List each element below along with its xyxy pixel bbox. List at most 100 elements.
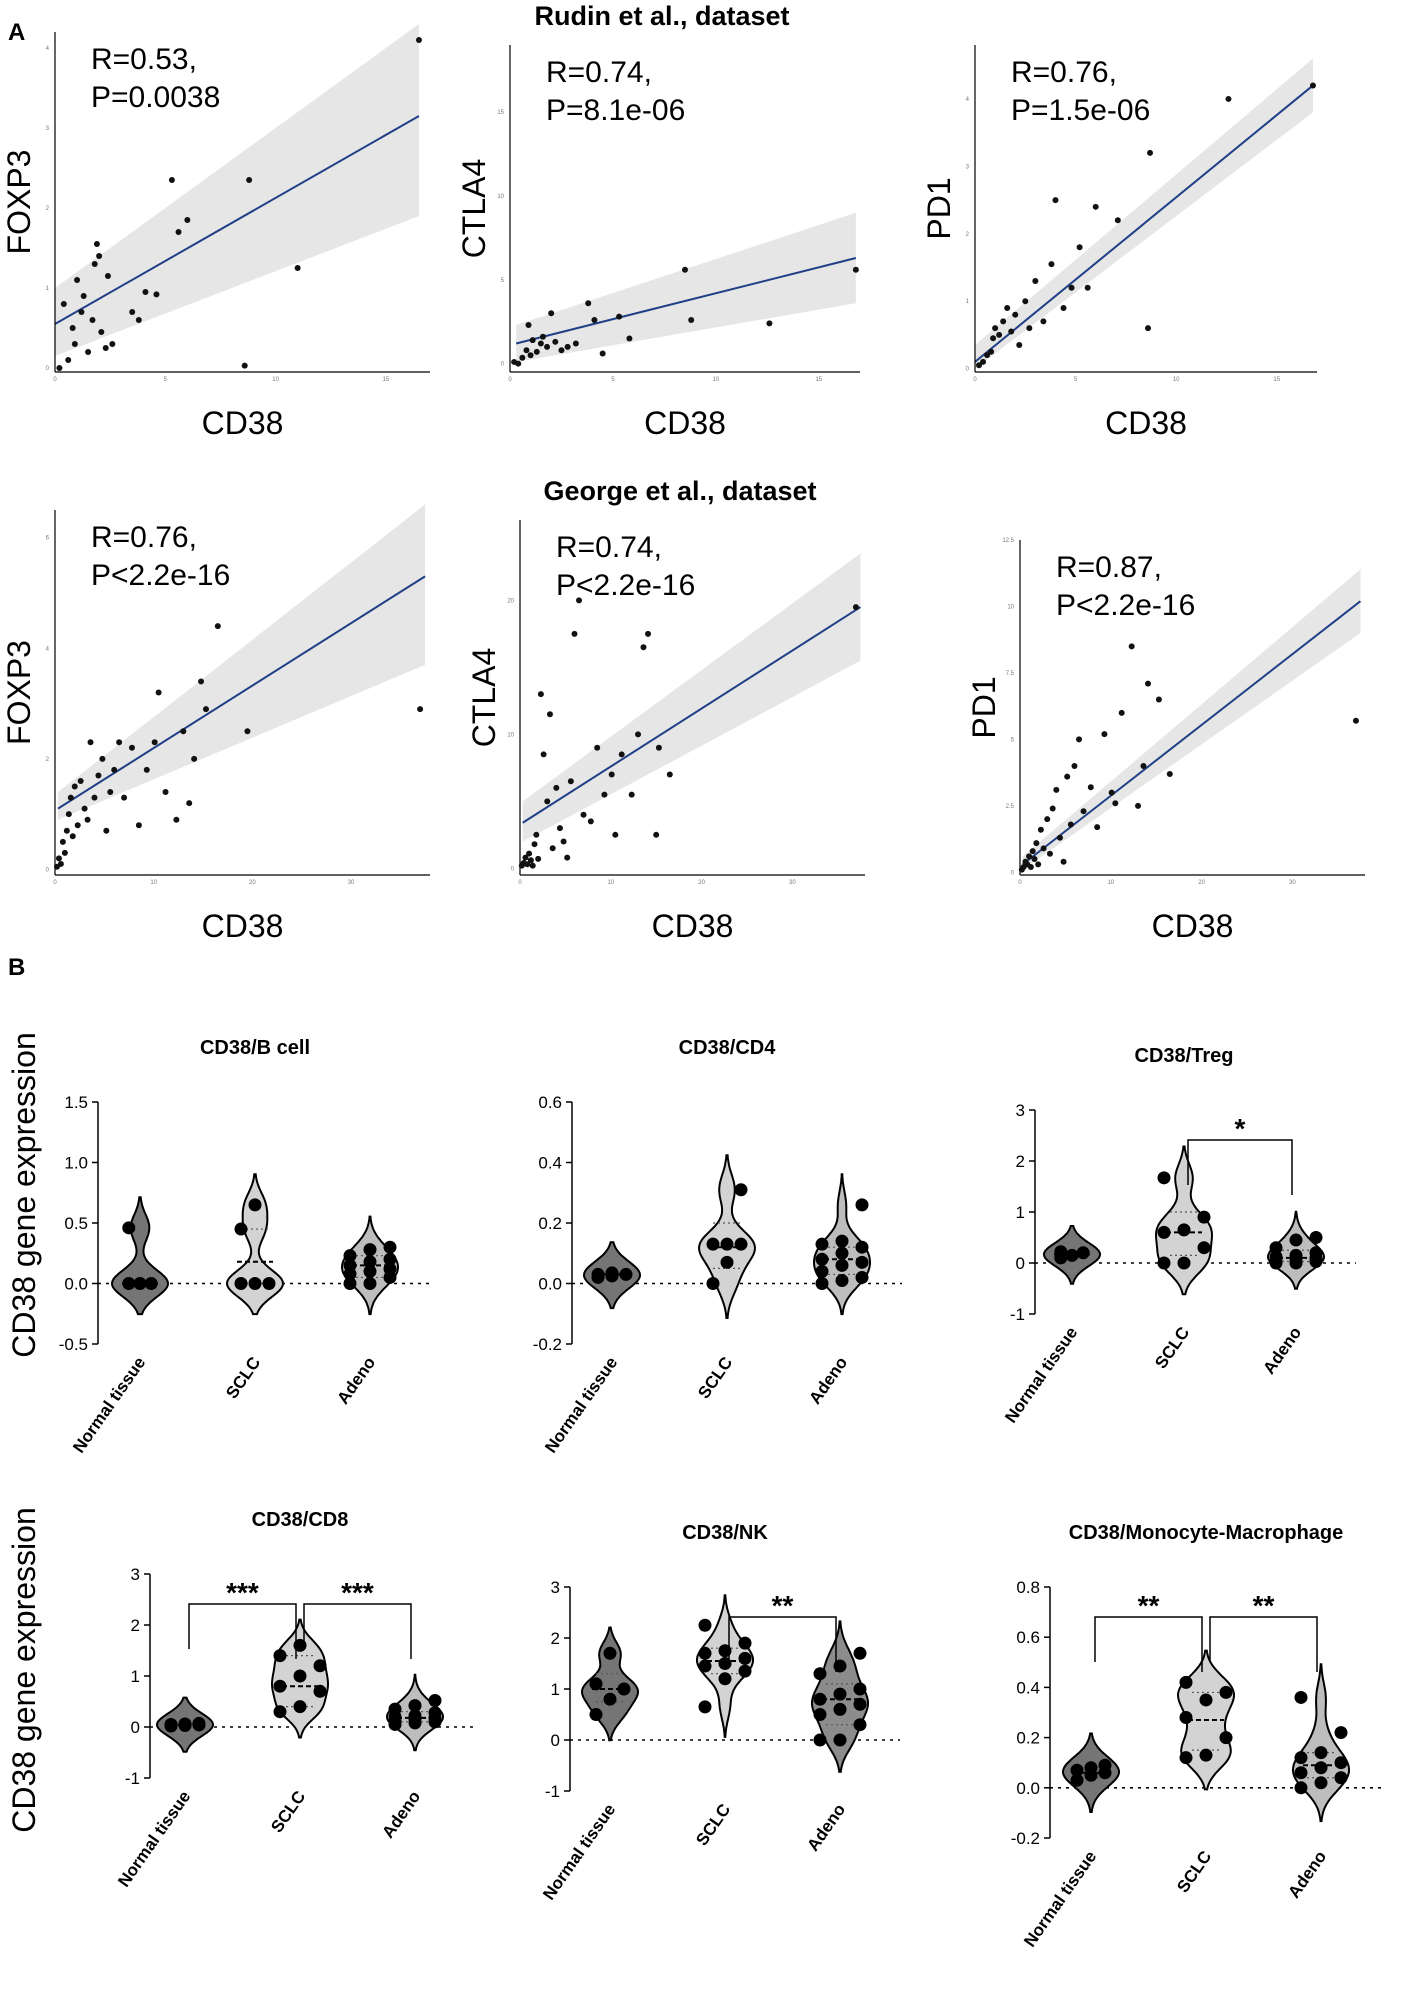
rudin-foxp3-point [246, 177, 253, 183]
rudin-pd1-point [1022, 298, 1029, 305]
rudin-pd1-point [1114, 217, 1121, 224]
violin-nk-y-tick-1: 0 [551, 1731, 560, 1750]
george-foxp3-point [198, 678, 205, 685]
violin-treg-violin-1 [1154, 1145, 1214, 1296]
rudin-foxp3-point [104, 273, 111, 279]
rudin-pd1-point [1000, 318, 1007, 325]
panel-b-y-label-0: CD38 gene expression [6, 1032, 42, 1358]
violin-cd4-point-2 [855, 1270, 869, 1284]
rudin-ctla4-confidence-band [516, 212, 856, 362]
violin-cd4-y-tick-1: 0.0 [538, 1275, 562, 1294]
george-pd1-x-tick-2: 20 [1198, 880, 1205, 886]
violin-mono-point-2 [1294, 1766, 1308, 1780]
george-pd1-point [1064, 773, 1071, 780]
george-pd1-regression-line [1022, 600, 1362, 866]
rudin-pd1-point [1145, 325, 1152, 332]
violin-mono-point-0 [1070, 1763, 1084, 1777]
violin-nk-point-1 [698, 1700, 712, 1714]
violin-cd4-y-tick-2: 0.2 [538, 1214, 562, 1233]
violin-cd8-point-2 [388, 1702, 402, 1716]
rudin-ctla4-point [515, 360, 522, 367]
george-foxp3-y-tick-3: 6 [46, 536, 50, 542]
violin-cd8-point-0 [192, 1716, 206, 1730]
violin-mono-point-0 [1084, 1761, 1098, 1775]
rudin-foxp3-point [294, 265, 301, 271]
george-foxp3-point [107, 789, 114, 796]
rudin-ctla4-x-tick-3: 15 [815, 377, 822, 383]
violin-cd8-category-0: Normal tissue [114, 1787, 194, 1890]
rudin-foxp3-x-tick-3: 15 [383, 377, 390, 383]
violin-bcell-point-2 [363, 1255, 377, 1269]
violin-cd4-point-0 [619, 1267, 633, 1281]
violin-treg-sig-bracket-0 [1187, 1139, 1293, 1195]
violin-nk-point-1 [738, 1651, 752, 1665]
violin-nk-point-2 [833, 1733, 847, 1747]
violin-cd8-point-2 [408, 1699, 422, 1713]
george-ctla4-point [546, 711, 553, 718]
violin-bcell-point-2 [343, 1249, 357, 1263]
rudin-foxp3-point [175, 229, 182, 235]
violin-treg-chart: CD38/Treg -1 0 1 2 3 Normal tissue SCLC Adeno * [1001, 1045, 1356, 1426]
george-pd1-point [1101, 731, 1108, 738]
george-ctla4-point [666, 771, 673, 778]
george-ctla4-point [618, 751, 625, 758]
rudin-pd1-stat-p: P=1.5e-06 [1011, 94, 1150, 127]
rudin-pd1-point [1008, 328, 1015, 335]
violin-mono-point-2 [1314, 1776, 1328, 1790]
rudin-ctla4-point [525, 322, 532, 329]
violin-bcell-point-1 [262, 1277, 276, 1290]
violin-nk-y-tick-2: 1 [551, 1680, 560, 1699]
george-foxp3-point [63, 827, 70, 834]
george-ctla4-point [628, 791, 635, 798]
george-pd1-point [1067, 821, 1074, 828]
george-foxp3-point [71, 783, 78, 790]
rudin-pd1-point [988, 348, 995, 355]
violin-mono-point-2 [1334, 1756, 1348, 1770]
george-foxp3-y-label: FOXP3 [1, 640, 37, 745]
george-ctla4-point [560, 838, 567, 845]
rudin-pd1-x-tick-0: 0 [973, 377, 977, 383]
george-pd1-point [1037, 826, 1044, 833]
rudin-ctla4-point [548, 310, 555, 317]
rudin-ctla4-point [533, 348, 540, 355]
george-foxp3-x-tick-2: 20 [249, 880, 256, 886]
rudin-ctla4-point [591, 317, 598, 324]
violin-treg-category-0: Normal tissue [1001, 1323, 1081, 1426]
rudin-ctla4-y-tick-1: 5 [501, 278, 505, 284]
george-foxp3-point [151, 739, 158, 746]
violin-cd8-point-1 [313, 1684, 327, 1698]
violin-mono-y-tick-2: 0.2 [1016, 1729, 1040, 1748]
george-foxp3-point [87, 739, 94, 746]
rudin-foxp3-stat-p: P=0.0038 [91, 81, 220, 114]
violin-treg-y-tick-4: 3 [1016, 1101, 1025, 1120]
violin-cd4-point-1 [720, 1255, 734, 1269]
rudin-foxp3-point [56, 365, 63, 371]
rudin-dataset-title: Rudin et al., dataset [534, 1, 789, 31]
rudin-ctla4-x-tick-1: 5 [611, 377, 615, 383]
george-pd1-x-tick-3: 30 [1289, 880, 1296, 886]
george-foxp3-stat-r: R=0.76, [91, 521, 197, 554]
violin-cd8-point-2 [408, 1709, 422, 1723]
george-pd1-point [1060, 858, 1067, 865]
george-pd1-stat-r: R=0.87, [1056, 551, 1162, 584]
violin-mono-point-2 [1334, 1726, 1348, 1740]
violin-treg-point-0 [1065, 1248, 1079, 1262]
george-foxp3-point [77, 777, 84, 784]
rudin-ctla4-point [682, 266, 688, 273]
george-ctla4-chart: 0 10 20 30 0 10 20 R=0.74, P<2.2e-16 CD38 CTLA4 [466, 520, 865, 944]
violin-cd8-y-tick-1: 0 [131, 1718, 140, 1737]
violin-nk-point-0 [617, 1682, 631, 1696]
rudin-ctla4-x-label: CD38 [644, 405, 726, 441]
violin-mono-sig-label-0: ** [1138, 1590, 1160, 1621]
george-foxp3-point [59, 838, 66, 845]
george-ctla4-point [524, 861, 531, 868]
violin-bcell-y-tick-1: 0.0 [64, 1275, 88, 1294]
violin-bcell-point-2 [343, 1277, 357, 1290]
george-foxp3-y-tick-2: 4 [46, 646, 50, 652]
george-ctla4-point [655, 744, 662, 751]
violin-treg-point-2 [1269, 1250, 1283, 1264]
george-ctla4-point [529, 862, 536, 869]
george-ctla4-stat-r: R=0.74, [556, 531, 662, 564]
george-pd1-x-label: CD38 [1152, 908, 1234, 944]
rudin-ctla4-point [564, 343, 571, 350]
